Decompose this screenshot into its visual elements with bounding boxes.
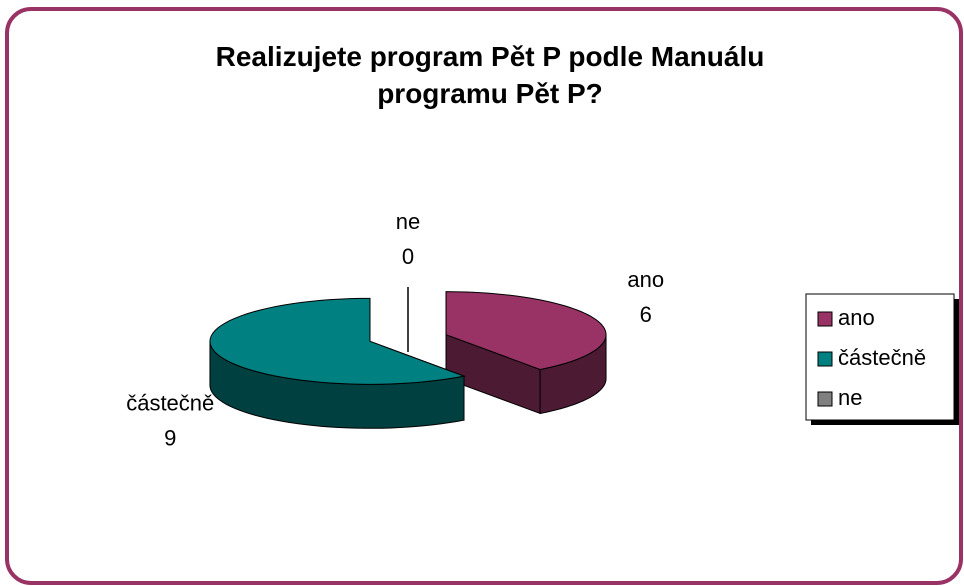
data-label-value: 9 [164, 426, 176, 451]
pie-slice [445, 291, 607, 415]
data-label-category: ne [396, 209, 420, 234]
pie-top [445, 291, 607, 370]
data-label-value: 0 [402, 244, 414, 269]
data-label-category: částečně [126, 391, 214, 416]
pie-slice [209, 297, 466, 429]
data-label-value: 6 [640, 302, 652, 327]
legend-label: částečně [838, 345, 926, 370]
legend-label: ne [838, 385, 862, 410]
pie-top [209, 297, 466, 385]
legend-swatch [817, 391, 833, 407]
legend-swatch [817, 351, 833, 367]
legend-label: ano [838, 305, 875, 330]
chart-title: Realizujete program Pět P podle Manuálu … [215, 41, 765, 109]
legend-swatch [817, 311, 833, 327]
data-label-category: ano [627, 267, 664, 292]
